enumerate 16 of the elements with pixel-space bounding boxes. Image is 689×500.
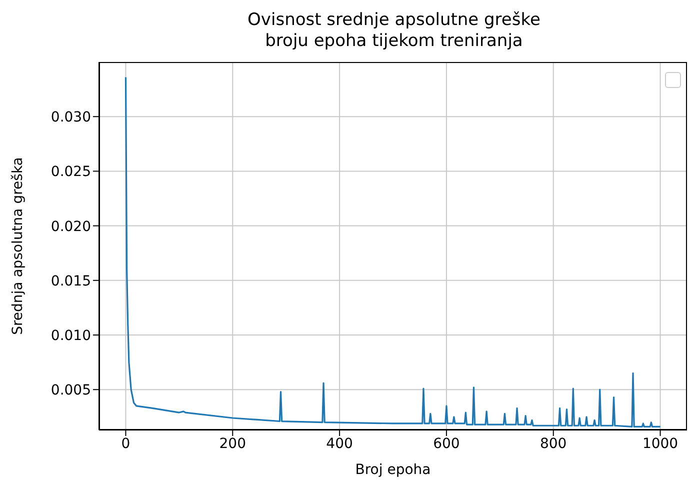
x-tick-label: 200 (219, 436, 246, 452)
x-tick-label: 1000 (642, 436, 678, 452)
line-series (124, 76, 662, 428)
x-axis-title: Broj epoha (354, 462, 432, 478)
y-axis-title: Srednja apsolutna greška (10, 157, 26, 335)
x-tick-label: 400 (326, 436, 353, 452)
y-tick-label: 0.025 (50, 164, 91, 180)
x-tick-label: 800 (540, 436, 567, 452)
x-tick-label: 0 (121, 436, 130, 452)
chart-title: Ovisnost srednje apsolutne greške broju epoha tijekom treniranja (246, 10, 542, 52)
y-tick-label: 0.015 (50, 273, 91, 290)
y-tick-label: 0.030 (50, 110, 91, 126)
y-tick-label: 0.005 (50, 382, 91, 399)
x-tick-label: 600 (433, 436, 460, 452)
y-tick-label: 0.010 (50, 328, 91, 344)
y-tick-label: 0.020 (50, 218, 91, 235)
